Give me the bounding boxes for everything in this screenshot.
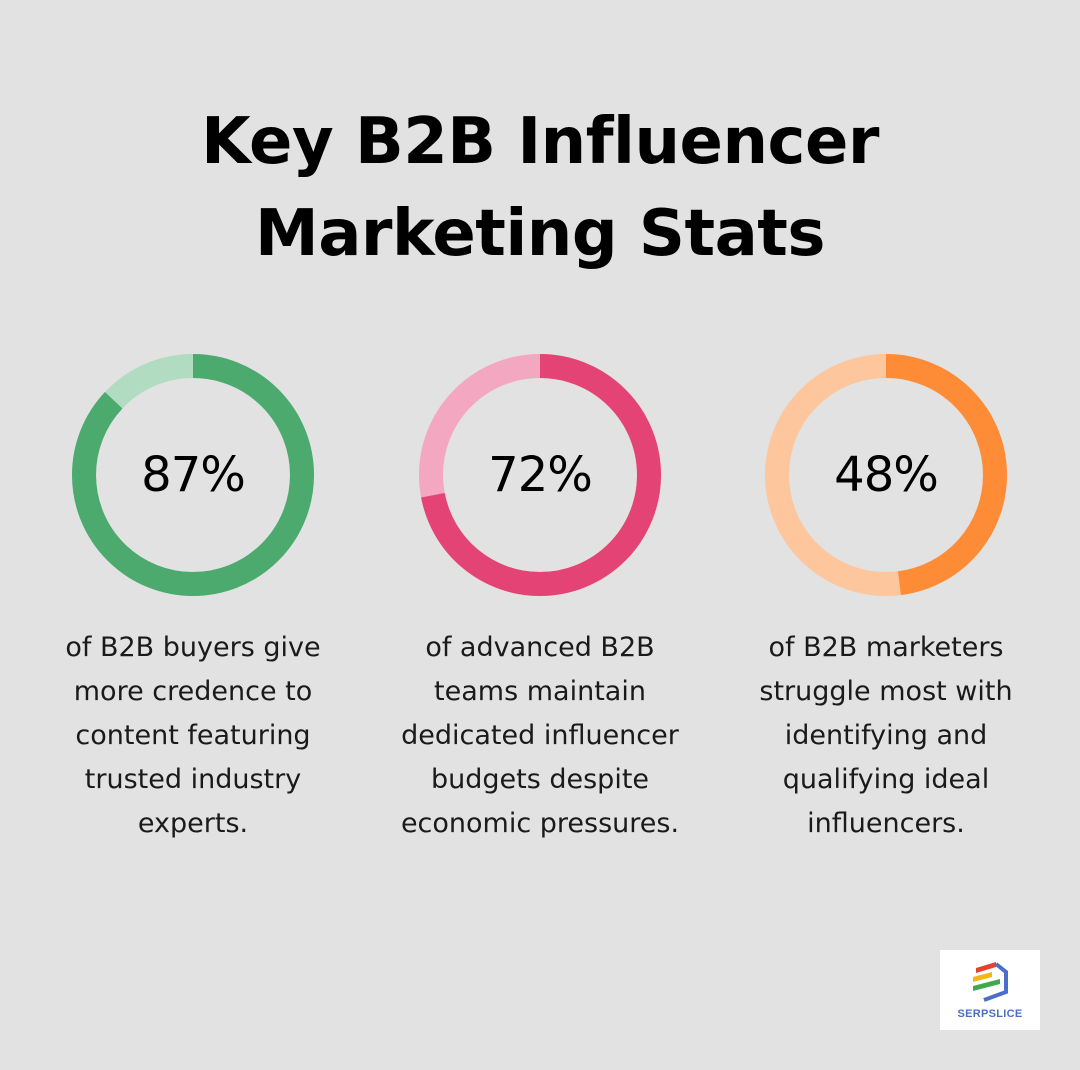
stat-value-2: 72% xyxy=(488,447,593,503)
title-line-1: Key B2B Influencer xyxy=(201,105,879,179)
donut-ring-3 xyxy=(765,354,1007,596)
stat-card-3: 48% of B2B marketers struggle most with … xyxy=(716,354,1056,846)
stat-description-3: of B2B marketers struggle most with iden… xyxy=(759,632,1013,839)
stat-description-1: of B2B buyers give more credence to cont… xyxy=(65,632,321,839)
ring-progress-arc xyxy=(419,354,661,596)
stat-card-1: 87% of B2B buyers give more credence to … xyxy=(23,354,363,846)
logo-text: SERPSLICE xyxy=(957,1008,1023,1020)
ring-progress-arc xyxy=(72,354,314,596)
serpslice-logo-icon xyxy=(973,962,1008,1002)
page-title: Key B2B Influencer Marketing Stats xyxy=(0,96,1080,280)
stat-description-2: of advanced B2B teams maintain dedicated… xyxy=(400,632,680,839)
stat-card-2: 72% of advanced B2B teams maintain dedic… xyxy=(370,354,710,846)
donut-ring-1 xyxy=(72,354,314,596)
ring-progress-arc xyxy=(765,354,1007,596)
stat-value-1: 87% xyxy=(141,447,246,503)
donut-ring-2 xyxy=(419,354,661,596)
title-line-2: Marketing Stats xyxy=(255,197,825,271)
stat-value-3: 48% xyxy=(834,447,939,503)
serpslice-logo: SERPSLICE xyxy=(940,950,1040,1030)
